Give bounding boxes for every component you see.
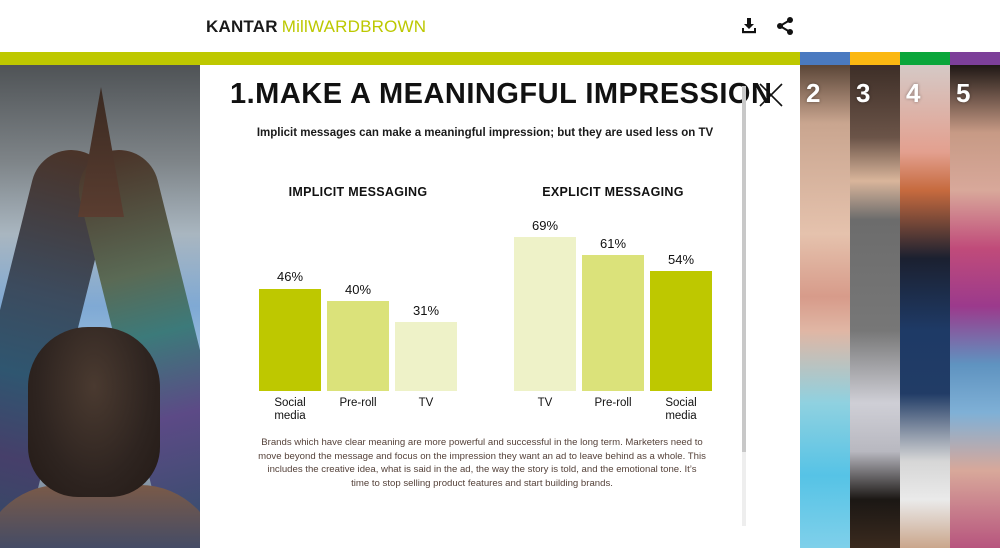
page-title: 1.MAKE A MEANINGFUL IMPRESSION xyxy=(230,78,773,110)
body-paragraph: Brands which have clear meaning are more… xyxy=(258,437,706,489)
bar-category: Pre-roll xyxy=(594,397,632,409)
brand-logo[interactable]: KANTAR MillWARDBROWN xyxy=(206,17,426,37)
close-button[interactable] xyxy=(758,82,784,108)
bar-value: 61% xyxy=(599,236,627,251)
bar-social-media xyxy=(259,289,321,391)
share-icon xyxy=(775,16,795,36)
bar-value: 69% xyxy=(531,218,559,233)
close-icon xyxy=(758,82,784,108)
bar-tv xyxy=(395,322,457,391)
nav-tab-5-color[interactable] xyxy=(950,52,1000,65)
nav-strip-4[interactable]: 4 xyxy=(900,65,950,548)
nav-strip-number: 4 xyxy=(906,78,921,108)
chart-subtitle: Implicit messages can make a meaningful … xyxy=(256,127,714,139)
bar-value: 46% xyxy=(276,269,304,284)
bar-category: Social media xyxy=(665,397,697,422)
hero-photo-tattooed-man xyxy=(0,65,200,548)
bar-category: TV xyxy=(418,397,434,409)
brand-logo-millwardbrown: MillWARDBROWN xyxy=(281,17,427,36)
photo-head xyxy=(28,327,160,497)
nav-strip-3[interactable]: 3 xyxy=(850,65,900,548)
bar-value: 40% xyxy=(344,282,372,297)
bar-category: Pre-roll xyxy=(339,397,377,409)
explicit-messaging-chart: EXPLICIT MESSAGING 69% TV 61% Pre-roll 5… xyxy=(513,185,713,425)
scrollbar-track[interactable] xyxy=(742,86,746,526)
bar-social-media xyxy=(650,271,712,391)
share-button[interactable] xyxy=(775,16,795,36)
bar-category: Social media xyxy=(274,397,306,422)
header: KANTAR MillWARDBROWN xyxy=(0,0,1000,52)
bar-category: TV xyxy=(537,397,553,409)
brand-logo-kantar: KANTAR xyxy=(206,17,278,36)
bar-value: 31% xyxy=(412,303,440,318)
implicit-messaging-chart: IMPLICIT MESSAGING 46% Social media 40% … xyxy=(258,185,458,425)
nav-strip-number: 2 xyxy=(806,78,821,108)
bar-pre-roll xyxy=(582,255,644,391)
bar-value: 54% xyxy=(667,252,695,267)
download-button[interactable] xyxy=(739,16,759,36)
chart-title: IMPLICIT MESSAGING xyxy=(288,185,428,199)
nav-strip-2[interactable]: 2 xyxy=(800,65,850,548)
content-panel: 1.MAKE A MEANINGFUL IMPRESSION Implicit … xyxy=(200,65,800,548)
scrollbar-thumb[interactable] xyxy=(742,86,746,452)
bar-pre-roll xyxy=(327,301,389,391)
nav-strip-number: 5 xyxy=(956,78,971,108)
nav-tab-3-color[interactable] xyxy=(850,52,900,65)
chart-title: EXPLICIT MESSAGING xyxy=(542,185,684,199)
nav-tab-4-color[interactable] xyxy=(900,52,950,65)
accent-bar xyxy=(0,52,800,65)
bar-tv xyxy=(514,237,576,391)
nav-tab-2-color[interactable] xyxy=(800,52,850,65)
nav-strip-number: 3 xyxy=(856,78,871,108)
download-icon xyxy=(739,16,759,36)
nav-strip-5[interactable]: 5 xyxy=(950,65,1000,548)
